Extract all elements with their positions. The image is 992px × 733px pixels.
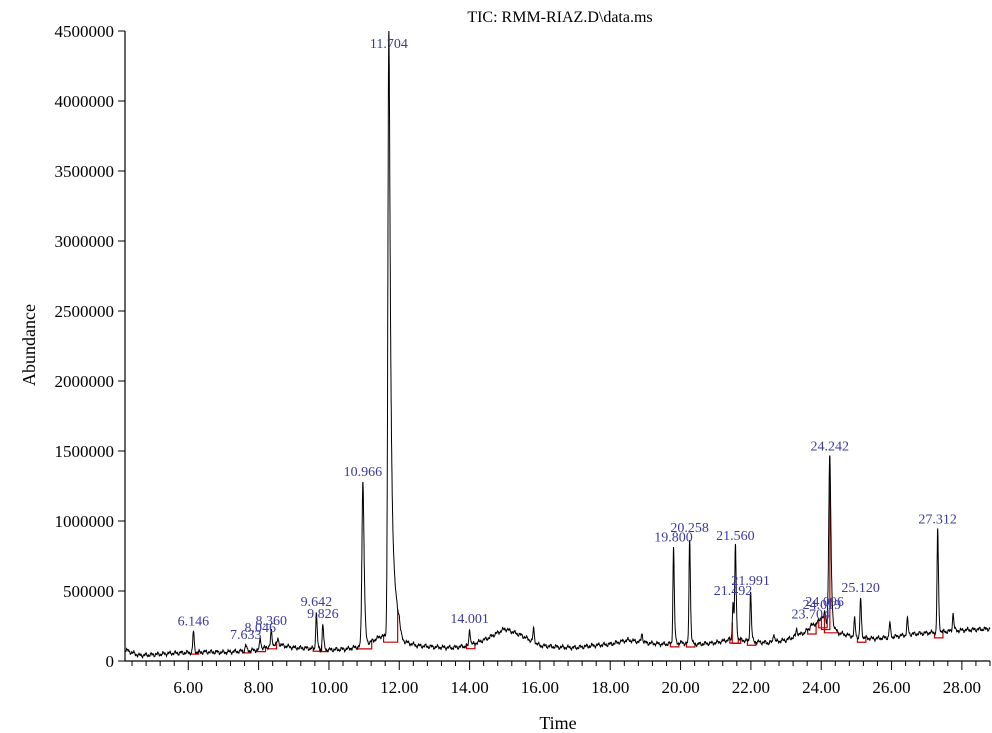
x-tick-label: 18.00 [591,678,629,697]
peak-label: 27.312 [918,512,957,527]
peak-label: 10.966 [344,465,383,480]
peak-label: 24.242 [810,440,849,455]
peak-label: 9.642 [301,595,333,610]
peak-integration [685,643,696,648]
peak-label: 7.633 [230,628,262,643]
peak-integration [382,609,399,643]
peak-label: 6.146 [178,615,210,630]
peak-label: 8.046 [244,621,276,636]
x-tick-label: 16.00 [521,678,559,697]
peak-integration [465,643,476,650]
peak-integration [669,642,680,648]
peak-integration [933,630,944,639]
peak-label: 21.492 [714,584,753,599]
x-tick-label: 12.00 [380,678,418,697]
y-tick-label: 4500000 [55,22,115,41]
y-tick-label: 1500000 [55,442,115,461]
peak-integration [820,456,831,631]
trace-layer [124,30,991,659]
x-tick-label: 24.00 [802,678,840,697]
peak-label: 25.120 [841,581,880,596]
peak-label: 24.019 [803,598,842,613]
integration-baselines [189,456,944,655]
x-tick-label: 20.00 [661,678,699,697]
peak-integration [807,623,817,635]
y-tick-label: 3500000 [55,162,115,181]
axes: 0 500000 1000000 1500000 2000000 2500000 30000… [55,22,991,697]
chart-title: TIC: RMM-RIAZ.D\data.ms [467,9,652,26]
peak-label: 23.704 [792,608,831,623]
y-axis-title: Abundance [19,304,39,386]
x-tick-label: 6.00 [173,678,203,697]
tic-trace [124,30,991,659]
peak-integration [856,636,867,643]
x-tick-label: 26.00 [872,678,910,697]
peak-label: 11.704 [370,37,408,52]
x-tick-label: 28.00 [943,678,981,697]
x-tick-label: 22.00 [732,678,770,697]
y-tick-label: 4000000 [55,92,115,111]
peak-label: 14.001 [450,612,489,627]
peak-label: 21.560 [716,529,755,544]
peak-label: 19.800 [654,531,693,546]
x-tick-label: 10.00 [310,678,348,697]
y-tick-label: 2000000 [55,372,115,391]
x-axis-title: Time [539,713,576,733]
peak-label: 8.360 [256,614,288,629]
y-tick-label: 1000000 [55,512,115,531]
y-tick-label: 3000000 [55,232,115,251]
peak-integration [746,640,757,646]
peak-label: 21.991 [731,574,770,589]
y-tick-label: 2500000 [55,302,115,321]
y-tick-label: 0 [106,652,115,671]
peak-label: 9.826 [307,607,339,622]
peak-label: 24.096 [805,595,844,610]
y-tick-label: 500000 [63,582,114,601]
peak-integration [818,619,828,629]
x-tick-label: 14.00 [450,678,488,697]
x-tick-label: 8.00 [244,678,274,697]
peak-label: 20.258 [670,521,709,536]
